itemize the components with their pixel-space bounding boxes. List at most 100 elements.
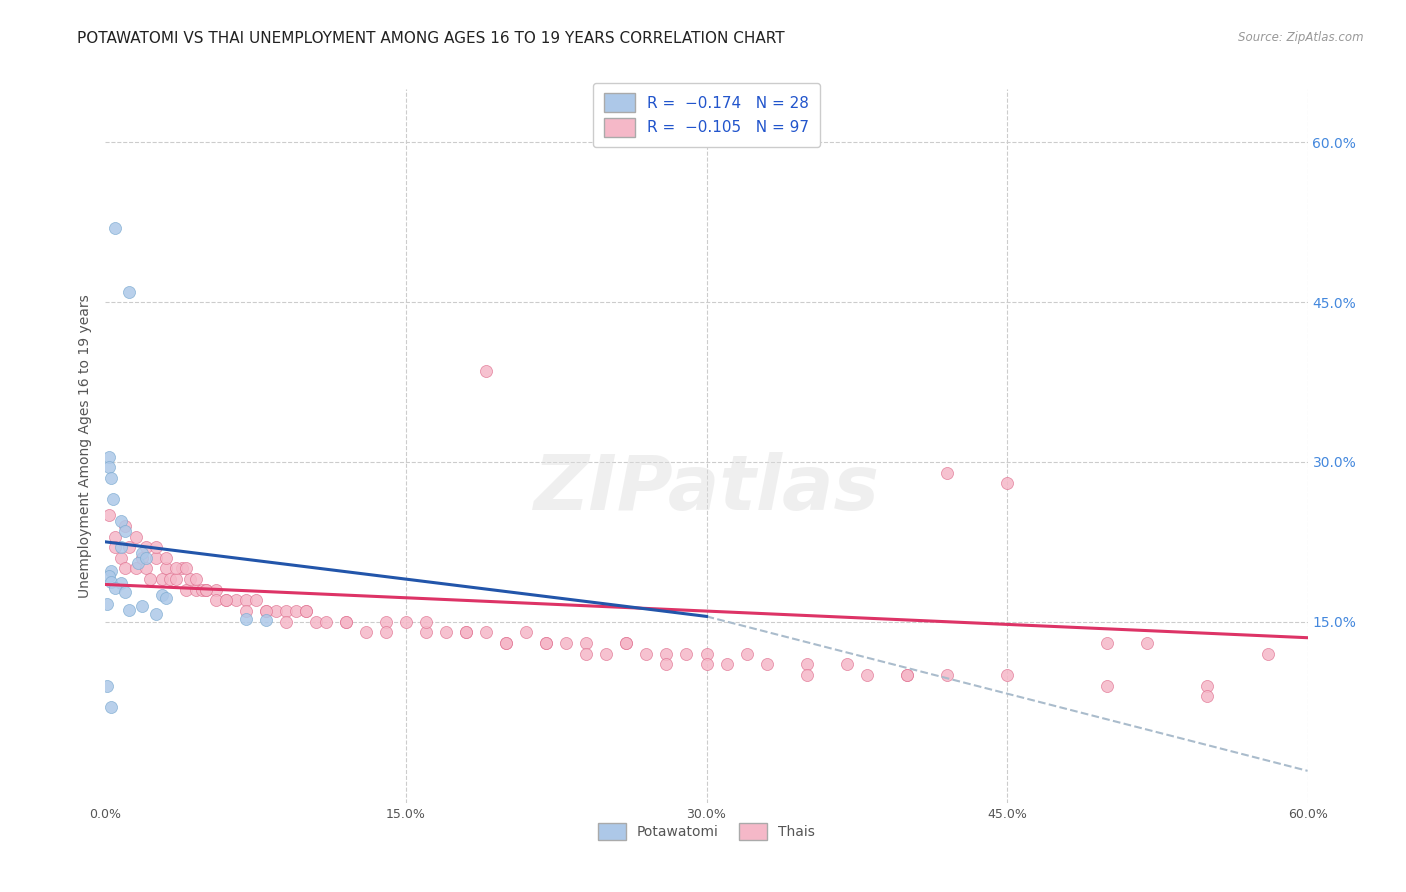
- Point: [796, 668, 818, 682]
- Point: [235, 604, 257, 618]
- Point: [98, 450, 121, 464]
- Point: [190, 582, 212, 597]
- Point: [475, 364, 498, 378]
- Point: [475, 625, 498, 640]
- Point: [124, 529, 146, 543]
- Point: [194, 582, 217, 597]
- Point: [835, 657, 858, 672]
- Point: [114, 519, 136, 533]
- Point: [98, 508, 121, 523]
- Point: [305, 615, 328, 629]
- Point: [179, 572, 201, 586]
- Point: [135, 561, 157, 575]
- Text: Source: ZipAtlas.com: Source: ZipAtlas.com: [1239, 31, 1364, 45]
- Point: [145, 540, 167, 554]
- Point: [716, 657, 738, 672]
- Point: [254, 604, 277, 618]
- Point: [295, 604, 318, 618]
- Point: [1136, 636, 1159, 650]
- Point: [855, 668, 877, 682]
- Point: [114, 585, 136, 599]
- Point: [150, 572, 173, 586]
- Point: [1197, 690, 1219, 704]
- Point: [165, 572, 187, 586]
- Point: [145, 550, 167, 565]
- Point: [194, 582, 217, 597]
- Point: [131, 599, 153, 613]
- Point: [131, 545, 153, 559]
- Point: [145, 607, 167, 622]
- Point: [495, 636, 517, 650]
- Point: [135, 540, 157, 554]
- Point: [245, 593, 267, 607]
- Point: [274, 604, 297, 618]
- Point: [264, 604, 287, 618]
- Point: [98, 460, 121, 475]
- Point: [118, 285, 141, 299]
- Point: [575, 636, 598, 650]
- Legend: Potawatomi, Thais: Potawatomi, Thais: [592, 818, 821, 846]
- Point: [184, 572, 207, 586]
- Point: [96, 597, 118, 611]
- Point: [204, 582, 226, 597]
- Point: [456, 625, 478, 640]
- Point: [174, 582, 197, 597]
- Y-axis label: Unemployment Among Ages 16 to 19 years: Unemployment Among Ages 16 to 19 years: [77, 294, 91, 598]
- Point: [114, 524, 136, 539]
- Point: [555, 636, 578, 650]
- Point: [755, 657, 778, 672]
- Point: [315, 615, 337, 629]
- Point: [375, 615, 398, 629]
- Point: [110, 576, 132, 591]
- Point: [456, 625, 478, 640]
- Point: [495, 636, 517, 650]
- Point: [675, 647, 697, 661]
- Point: [235, 593, 257, 607]
- Point: [254, 613, 277, 627]
- Point: [696, 647, 718, 661]
- Point: [335, 615, 357, 629]
- Point: [995, 476, 1018, 491]
- Point: [155, 550, 177, 565]
- Point: [896, 668, 918, 682]
- Point: [204, 593, 226, 607]
- Point: [284, 604, 307, 618]
- Point: [395, 615, 418, 629]
- Point: [575, 647, 598, 661]
- Point: [155, 561, 177, 575]
- Point: [100, 564, 122, 578]
- Point: [936, 668, 959, 682]
- Point: [104, 220, 127, 235]
- Point: [254, 604, 277, 618]
- Point: [138, 572, 160, 586]
- Point: [655, 647, 678, 661]
- Point: [1097, 636, 1119, 650]
- Point: [696, 657, 718, 672]
- Point: [131, 550, 153, 565]
- Point: [1097, 679, 1119, 693]
- Point: [150, 588, 173, 602]
- Point: [655, 657, 678, 672]
- Point: [354, 625, 377, 640]
- Point: [110, 514, 132, 528]
- Point: [1197, 679, 1219, 693]
- Point: [936, 466, 959, 480]
- Point: [636, 647, 658, 661]
- Point: [995, 668, 1018, 682]
- Point: [415, 625, 437, 640]
- Point: [110, 540, 132, 554]
- Point: [98, 569, 121, 583]
- Point: [159, 572, 181, 586]
- Point: [235, 611, 257, 625]
- Point: [100, 575, 122, 590]
- Point: [735, 647, 758, 661]
- Point: [595, 647, 617, 661]
- Point: [127, 556, 149, 570]
- Point: [118, 540, 141, 554]
- Point: [536, 636, 558, 650]
- Point: [796, 657, 818, 672]
- Point: [225, 593, 247, 607]
- Point: [103, 492, 125, 507]
- Point: [274, 615, 297, 629]
- Point: [214, 593, 236, 607]
